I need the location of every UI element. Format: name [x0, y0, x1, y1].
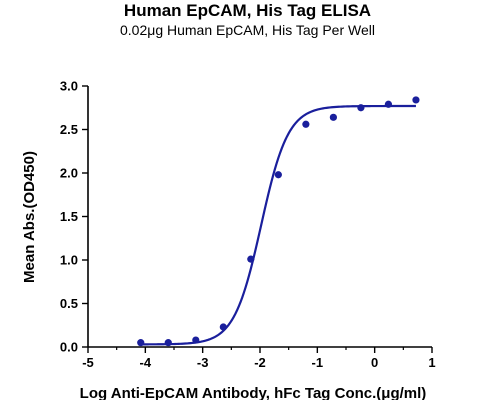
x-axis-label: Log Anti-EpCAM Antibody, hFc Tag Conc.(μ… [80, 385, 427, 400]
y-tick-label: 1.5 [60, 209, 78, 224]
data-point [192, 336, 200, 344]
y-axis-label: Mean Abs.(OD450) [21, 151, 38, 283]
x-tick-label: -4 [140, 355, 152, 370]
data-point [247, 255, 255, 263]
y-tick-label: 0.0 [60, 340, 78, 355]
data-points [137, 96, 420, 347]
ticks: -5 -4 -3 -2 -1 0 1 0.0 0.5 1.0 1.5 2.0 2.5 3.0 [60, 79, 436, 371]
data-point [219, 323, 227, 331]
data-point [302, 120, 310, 128]
chart-subtitle: 0.02μg Human EpCAM, His Tag Per Well [120, 22, 375, 38]
data-point [164, 339, 172, 347]
x-tick-label: -1 [312, 355, 324, 370]
y-tick-label: 1.0 [60, 253, 78, 268]
y-tick-label: 2.5 [60, 122, 78, 137]
chart-title: Human EpCAM, His Tag ELISA [123, 1, 372, 20]
data-point [412, 96, 420, 104]
fit-curve [140, 104, 416, 346]
x-tick-label: -3 [197, 355, 209, 370]
data-point [329, 113, 337, 121]
y-tick-label: 0.5 [60, 296, 78, 311]
data-point [384, 100, 393, 108]
data-point [357, 104, 365, 112]
data-point [274, 171, 282, 179]
x-tick-label: 1 [428, 355, 435, 370]
y-tick-label: 3.0 [60, 79, 78, 94]
x-tick-label: 0 [371, 355, 378, 370]
axes [87, 86, 432, 348]
x-tick-label: -5 [82, 355, 94, 370]
y-tick-label: 2.0 [60, 166, 78, 181]
data-point [137, 339, 145, 347]
x-tick-label: -2 [254, 355, 266, 370]
